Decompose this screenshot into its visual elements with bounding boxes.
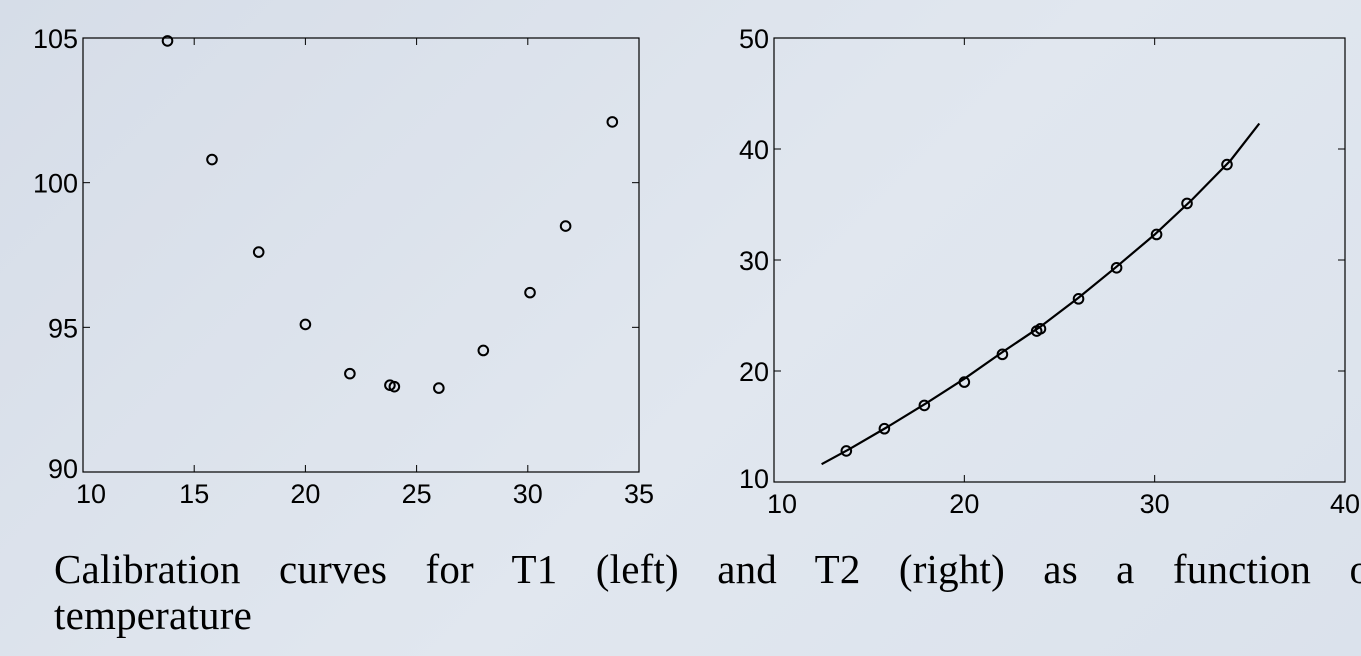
data-point <box>1072 293 1085 305</box>
y-tick-label: 40 <box>739 135 769 165</box>
charts-canvas: 10 15 20 25 30 35 90 95 100 105 10 20 30 40 10 20 30 40 5… <box>33 24 1360 519</box>
data-point <box>840 445 853 457</box>
data-point <box>1150 228 1163 241</box>
x-tick-label: 15 <box>179 479 209 509</box>
x-tick-label: 35 <box>624 479 654 509</box>
data-point <box>161 35 174 47</box>
data-point <box>878 422 891 435</box>
x-tick-label: 25 <box>402 479 432 509</box>
data-point <box>477 344 490 357</box>
right-chart: 10 20 30 40 10 20 30 40 50 <box>739 24 1360 519</box>
data-point <box>918 399 931 412</box>
y-tick-label: 105 <box>33 24 78 54</box>
data-point <box>344 367 356 380</box>
y-tick-label: 10 <box>739 464 769 494</box>
y-tick-label: 100 <box>33 169 78 199</box>
fit-curve <box>821 122 1261 466</box>
data-point <box>606 116 619 128</box>
y-tick-label: 50 <box>739 24 769 54</box>
data-point <box>559 220 572 232</box>
y-tick-label: 90 <box>48 454 78 484</box>
data-point <box>1221 158 1233 171</box>
data-point <box>252 246 265 258</box>
x-tick-label: 20 <box>949 489 979 519</box>
x-tick-label: 10 <box>76 479 106 509</box>
y-tick-label: 95 <box>48 313 78 343</box>
plot-frame <box>773 37 1346 483</box>
data-point <box>388 380 401 393</box>
data-point <box>206 153 218 166</box>
x-tick-label: 10 <box>767 489 797 519</box>
x-tick-label: 40 <box>1330 489 1360 519</box>
data-point <box>299 318 312 331</box>
x-tick-label: 30 <box>513 479 543 509</box>
figure-caption: Calibration curves for T1 (left) and T2 … <box>54 546 1361 638</box>
y-tick-label: 20 <box>739 357 769 387</box>
data-point <box>1181 197 1193 210</box>
x-tick-label: 30 <box>1140 489 1170 519</box>
y-tick-label: 30 <box>739 246 769 276</box>
left-chart: 10 15 20 25 30 35 90 95 100 105 <box>33 24 654 509</box>
plot-frame <box>82 37 640 473</box>
data-point <box>433 382 445 394</box>
x-tick-label: 20 <box>290 479 320 509</box>
data-point <box>1110 261 1123 274</box>
data-point <box>524 286 536 299</box>
